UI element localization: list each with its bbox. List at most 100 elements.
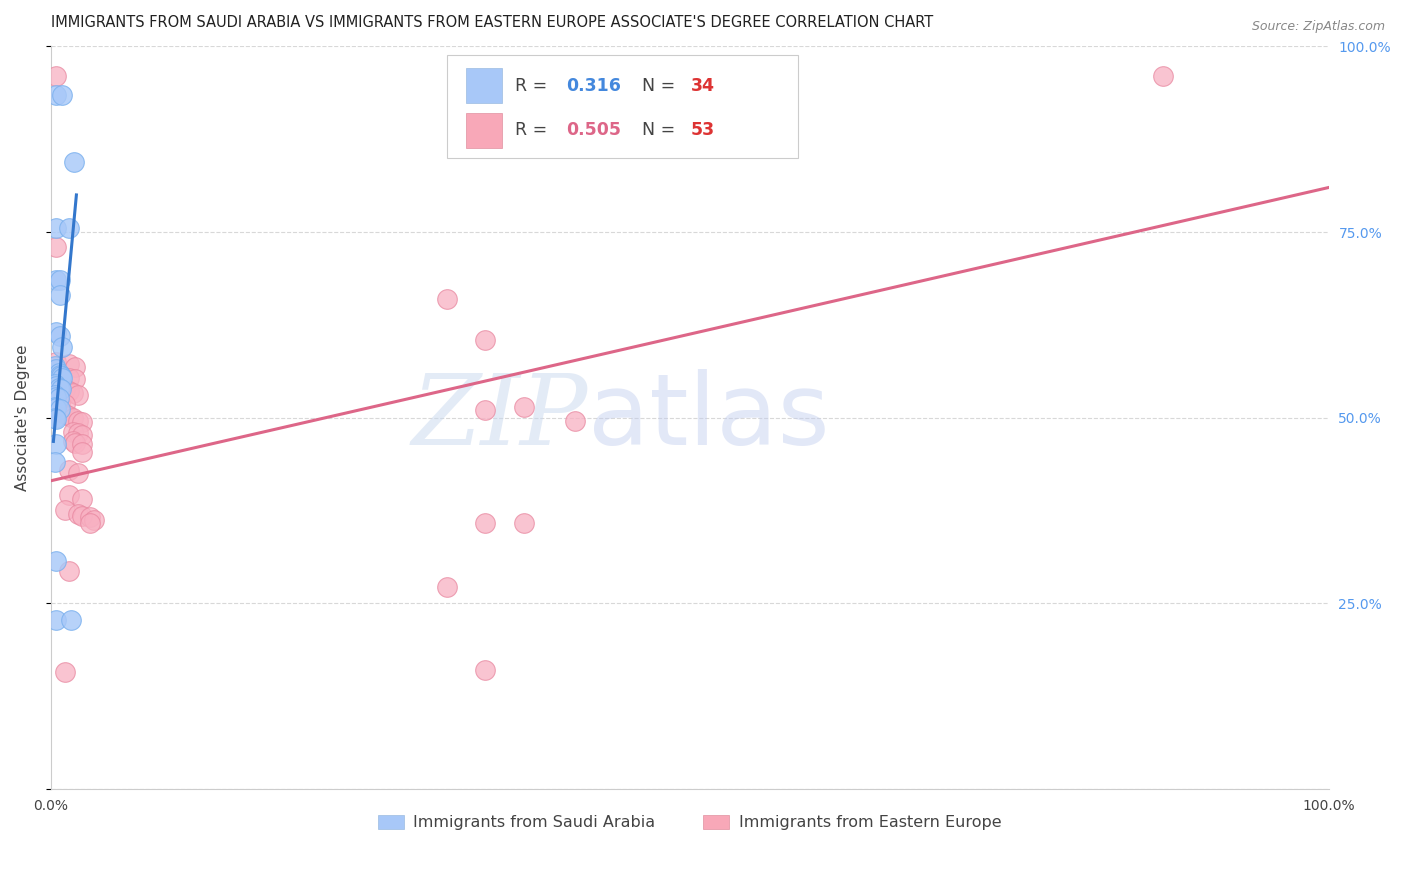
Point	[63, 372, 86, 386]
Point	[58, 370, 80, 384]
Text: Source: ZipAtlas.com: Source: ZipAtlas.com	[1251, 20, 1385, 33]
Text: IMMIGRANTS FROM SAUDI ARABIA VS IMMIGRANTS FROM EASTERN EUROPE ASSOCIATE'S DEGRE: IMMIGRANTS FROM SAUDI ARABIA VS IMMIGRAN…	[51, 15, 934, 30]
Text: N =: N =	[643, 121, 682, 139]
Point	[474, 516, 496, 530]
Point	[49, 288, 72, 302]
Point	[45, 87, 67, 102]
FancyBboxPatch shape	[467, 112, 502, 148]
Point	[45, 355, 67, 369]
Point	[79, 510, 101, 524]
Text: 53: 53	[690, 121, 716, 139]
Point	[49, 273, 72, 287]
Point	[49, 368, 72, 382]
Point	[83, 513, 105, 527]
Text: R =: R =	[515, 77, 553, 95]
Point	[45, 401, 67, 415]
FancyBboxPatch shape	[447, 55, 799, 158]
Point	[48, 366, 70, 380]
Point	[45, 379, 67, 393]
Point	[62, 386, 84, 401]
Point	[63, 154, 86, 169]
Text: R =: R =	[515, 121, 553, 139]
Point	[58, 462, 80, 476]
Point	[58, 488, 80, 502]
Point	[44, 377, 66, 392]
Point	[53, 503, 76, 517]
Point	[1152, 69, 1174, 83]
Text: N =: N =	[643, 77, 682, 95]
Point	[58, 357, 80, 371]
Point	[44, 455, 66, 469]
Point	[45, 390, 67, 404]
Point	[70, 437, 93, 451]
Point	[474, 663, 496, 677]
Point	[66, 467, 89, 481]
Point	[45, 436, 67, 450]
Point	[44, 410, 66, 425]
Point	[51, 87, 73, 102]
Point	[48, 381, 70, 395]
Point	[66, 414, 89, 428]
FancyBboxPatch shape	[467, 68, 502, 103]
Text: 0.316: 0.316	[565, 77, 620, 95]
Point	[45, 394, 67, 409]
Point	[62, 411, 84, 425]
Point	[58, 384, 80, 398]
Point	[53, 383, 76, 397]
Point	[66, 507, 89, 521]
Point	[58, 565, 80, 579]
Point	[53, 397, 76, 411]
Point	[49, 405, 72, 419]
Point	[474, 403, 496, 417]
Point	[70, 445, 93, 459]
Legend: Immigrants from Saudi Arabia, Immigrants from Eastern Europe: Immigrants from Saudi Arabia, Immigrants…	[371, 808, 1008, 837]
Point	[436, 580, 458, 594]
Point	[62, 425, 84, 439]
Text: 34: 34	[690, 77, 716, 95]
Point	[45, 412, 67, 426]
Point	[512, 400, 534, 414]
Point	[63, 436, 86, 450]
Point	[49, 329, 72, 343]
Point	[70, 427, 93, 442]
Y-axis label: Associate's Degree: Associate's Degree	[15, 344, 30, 491]
Point	[66, 387, 89, 401]
Point	[70, 415, 93, 429]
Point	[79, 516, 101, 530]
Point	[436, 292, 458, 306]
Point	[51, 369, 73, 384]
Point	[58, 409, 80, 424]
Point	[49, 368, 72, 382]
Point	[70, 508, 93, 523]
Point	[51, 370, 73, 384]
Point	[45, 379, 67, 393]
Point	[474, 333, 496, 347]
Point	[45, 362, 67, 376]
Point	[564, 414, 586, 428]
Point	[44, 388, 66, 402]
Point	[48, 392, 70, 406]
Point	[49, 402, 72, 417]
Point	[45, 221, 67, 235]
Point	[51, 340, 73, 354]
Point	[53, 665, 76, 679]
Point	[44, 359, 66, 373]
Point	[58, 221, 80, 235]
Point	[49, 381, 72, 395]
Text: 0.505: 0.505	[565, 121, 621, 139]
Point	[49, 383, 72, 397]
Point	[49, 396, 72, 410]
Point	[62, 434, 84, 449]
Text: ZIP: ZIP	[412, 370, 588, 466]
Point	[66, 426, 89, 441]
Point	[45, 613, 67, 627]
Point	[70, 492, 93, 507]
Point	[63, 360, 86, 375]
Point	[49, 369, 72, 384]
Text: atlas: atlas	[588, 369, 830, 467]
Point	[45, 326, 67, 340]
Point	[44, 400, 66, 414]
Point	[512, 516, 534, 530]
Point	[45, 273, 67, 287]
Point	[60, 613, 83, 627]
